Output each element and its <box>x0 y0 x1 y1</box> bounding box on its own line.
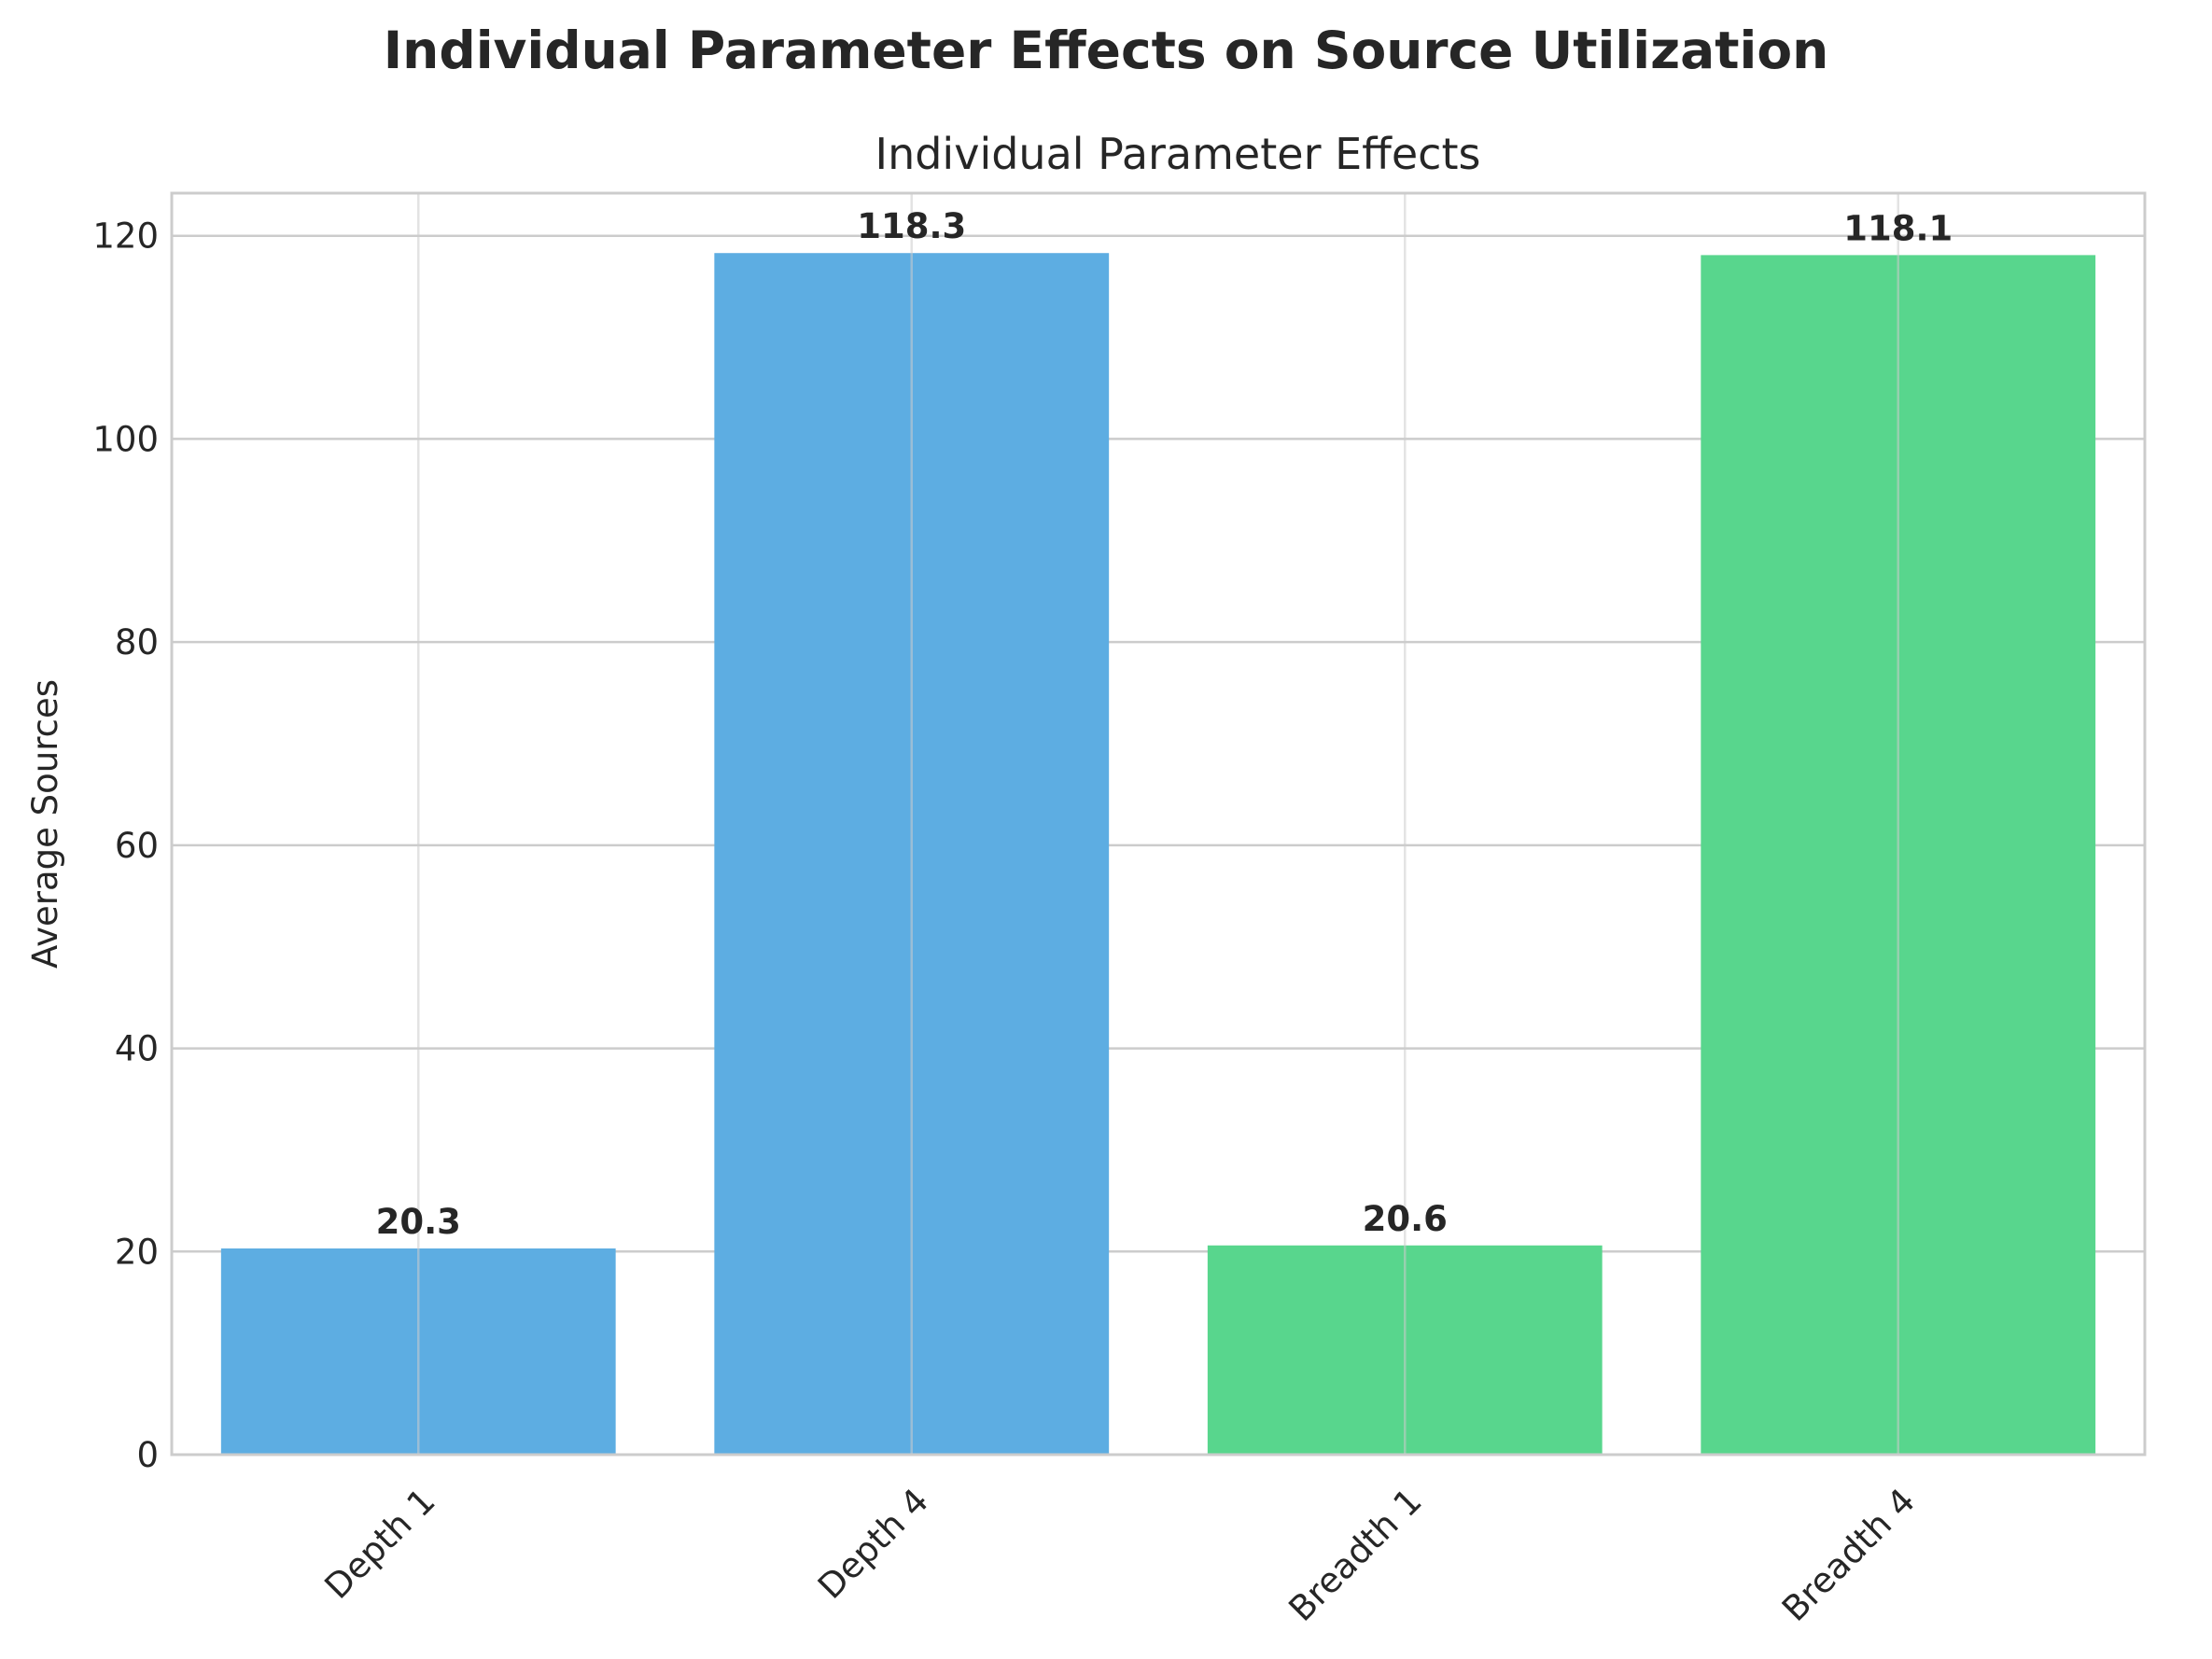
x-tick-label: Depth 1 <box>317 1481 443 1607</box>
y-tick-label: 80 <box>115 622 159 662</box>
axes-title: Individual Parameter Effects <box>875 129 1481 179</box>
bars <box>220 253 2096 1455</box>
x-tick-label: Breadth 4 <box>1774 1481 1923 1629</box>
x-tick-label: Breadth 1 <box>1281 1481 1430 1629</box>
y-tick-label: 20 <box>115 1232 159 1272</box>
y-tick-label: 40 <box>115 1029 159 1069</box>
y-tick-label: 120 <box>92 216 159 257</box>
bar-value-label: 20.3 <box>376 1202 461 1242</box>
x-tick-label: Depth 4 <box>810 1481 936 1607</box>
bar-value-labels: 20.3 118.3 20.6 118.1 <box>376 206 1953 1242</box>
figure-title: Individual Parameter Effects on Source U… <box>383 21 1829 80</box>
plot-frame <box>170 191 2147 1457</box>
y-tick-label: 0 <box>136 1435 159 1475</box>
y-tick-label: 60 <box>115 826 159 866</box>
bar-value-label: 118.3 <box>857 206 966 246</box>
bar-value-label: 118.1 <box>1843 208 1953 248</box>
y-axis-label: Average Sources <box>25 679 65 969</box>
bar-value-label: 20.6 <box>1363 1199 1448 1239</box>
x-tick-labels: Depth 1 Depth 4 Breadth 1 Breadth 4 <box>317 1481 1924 1629</box>
y-tick-label: 100 <box>92 419 159 459</box>
y-tick-labels: 0 20 40 60 80 100 120 <box>92 216 159 1475</box>
vertical-grid <box>417 193 1899 1455</box>
